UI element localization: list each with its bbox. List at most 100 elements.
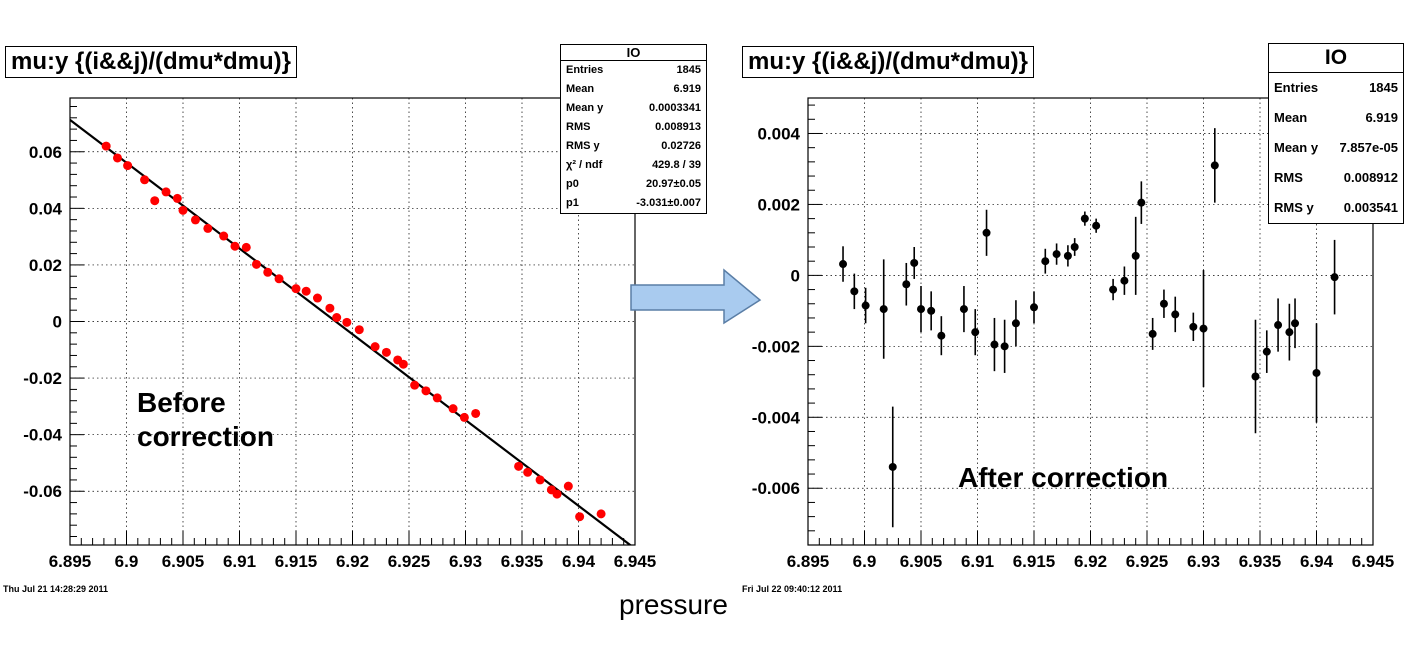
stats-value: 0.008912 (1343, 170, 1398, 185)
left-annotation-line: Before (137, 387, 226, 418)
left-stats-row: p1 -3.031±0.007 (561, 194, 706, 213)
data-point (552, 489, 562, 499)
data-point (325, 303, 335, 313)
data-point (1251, 372, 1260, 381)
data-point (1070, 243, 1079, 251)
right-annotation: After correction (958, 461, 1168, 495)
right-datestamp: Fri Jul 22 09:40:12 2011 (742, 584, 843, 594)
data-point (172, 193, 182, 203)
right-stats-row: RMS y 0.003541 (1269, 193, 1403, 223)
data-point (140, 175, 150, 185)
stats-value: 6.919 (1365, 110, 1398, 125)
data-point (1041, 257, 1050, 266)
data-point (1052, 250, 1061, 259)
stats-value: 6.919 (673, 83, 701, 95)
stats-key: p0 (566, 178, 579, 190)
data-point (917, 305, 925, 314)
data-point (888, 462, 897, 471)
right-stats-row: RMS 0.008912 (1269, 163, 1403, 193)
right-plot: 6.895 6.9 6.905 6.91 6.915 6.92 6.925 6.93 6.935… (752, 97, 1394, 571)
data-point (1148, 329, 1157, 338)
data-point (1109, 285, 1118, 294)
right-annotation-line: After correction (958, 462, 1169, 493)
left-stats-box: IO Entries 1845 Mean 6.919 Mean y 0.0003341… (560, 44, 707, 214)
data-point (459, 412, 469, 422)
data-point (274, 274, 284, 284)
x-tick-label: 6.94 (1300, 552, 1334, 571)
stats-value: 7.857e-05 (1339, 140, 1398, 155)
data-point (370, 342, 380, 352)
left-annotation: Before correction (137, 386, 274, 454)
data-point (381, 347, 391, 357)
data-point (575, 512, 585, 522)
left-stats-row: Mean 6.919 (561, 80, 706, 99)
y-tick-label: -0.06 (23, 482, 62, 501)
data-point (1291, 319, 1300, 328)
data-point (1274, 321, 1283, 330)
left-stats-row: p0 20.97±0.05 (561, 175, 706, 194)
data-point (432, 393, 442, 403)
stats-value: 0.0003341 (649, 102, 701, 114)
data-point (421, 386, 431, 396)
data-point (241, 242, 251, 252)
x-tick-label: 6.895 (49, 552, 92, 571)
stats-value: 1845 (1369, 80, 1398, 95)
data-point (1285, 328, 1294, 337)
plot-frame (69, 97, 636, 546)
stats-key: RMS y (566, 140, 600, 152)
x-tick-label: 6.895 (787, 552, 830, 571)
data-point (123, 161, 133, 171)
stats-key: Mean (566, 83, 595, 95)
stats-value: 20.97±0.05 (646, 178, 701, 190)
right-stats-header: IO (1269, 44, 1403, 73)
stats-key: Mean y (1274, 140, 1319, 155)
data-point (937, 331, 946, 340)
data-point (112, 153, 122, 163)
data-point (1159, 299, 1168, 308)
stats-value: -3.031±0.007 (636, 197, 701, 209)
data-point (563, 481, 573, 491)
data-point (990, 340, 999, 349)
x-tick-label: 6.905 (900, 552, 943, 571)
stats-key: RMS y (1274, 200, 1314, 215)
data-point (1131, 251, 1140, 260)
data-point (514, 461, 524, 471)
stats-key: p1 (566, 197, 579, 209)
data-point (354, 325, 364, 335)
plot-content (839, 128, 1339, 528)
stats-key: Mean y (566, 102, 604, 114)
data-point (1000, 342, 1009, 351)
data-point (1199, 324, 1208, 333)
data-point (879, 305, 888, 314)
data-point (178, 205, 188, 215)
left-stats-row: χ² / ndf 429.8 / 39 (561, 156, 706, 175)
plot-content (70, 119, 632, 545)
data-point (291, 284, 301, 294)
data-point (398, 359, 408, 369)
data-point (1120, 276, 1129, 285)
y-tick-label: -0.006 (752, 479, 800, 498)
left-annotation-line: correction (137, 421, 274, 452)
data-point (101, 141, 111, 151)
x-tick-label: 6.91 (961, 552, 994, 571)
data-point (161, 187, 171, 197)
x-tick-label: 6.93 (449, 552, 482, 571)
data-point (959, 305, 968, 314)
stats-value: 0.003541 (1343, 200, 1398, 215)
data-point (927, 306, 936, 315)
data-point (1030, 303, 1038, 312)
data-point (1011, 319, 1020, 328)
left-stats-row: RMS 0.008913 (561, 118, 706, 137)
x-tick-label: 6.905 (162, 552, 205, 571)
stats-key: Entries (566, 64, 604, 76)
data-point (301, 286, 311, 296)
y-tick-label: 0.004 (757, 124, 800, 143)
data-point (523, 467, 533, 477)
data-point (1330, 273, 1339, 282)
x-tick-label: 6.925 (388, 552, 431, 571)
data-point (312, 293, 322, 303)
data-point (471, 408, 481, 418)
data-point (971, 328, 980, 337)
x-tick-label: 6.915 (275, 552, 318, 571)
